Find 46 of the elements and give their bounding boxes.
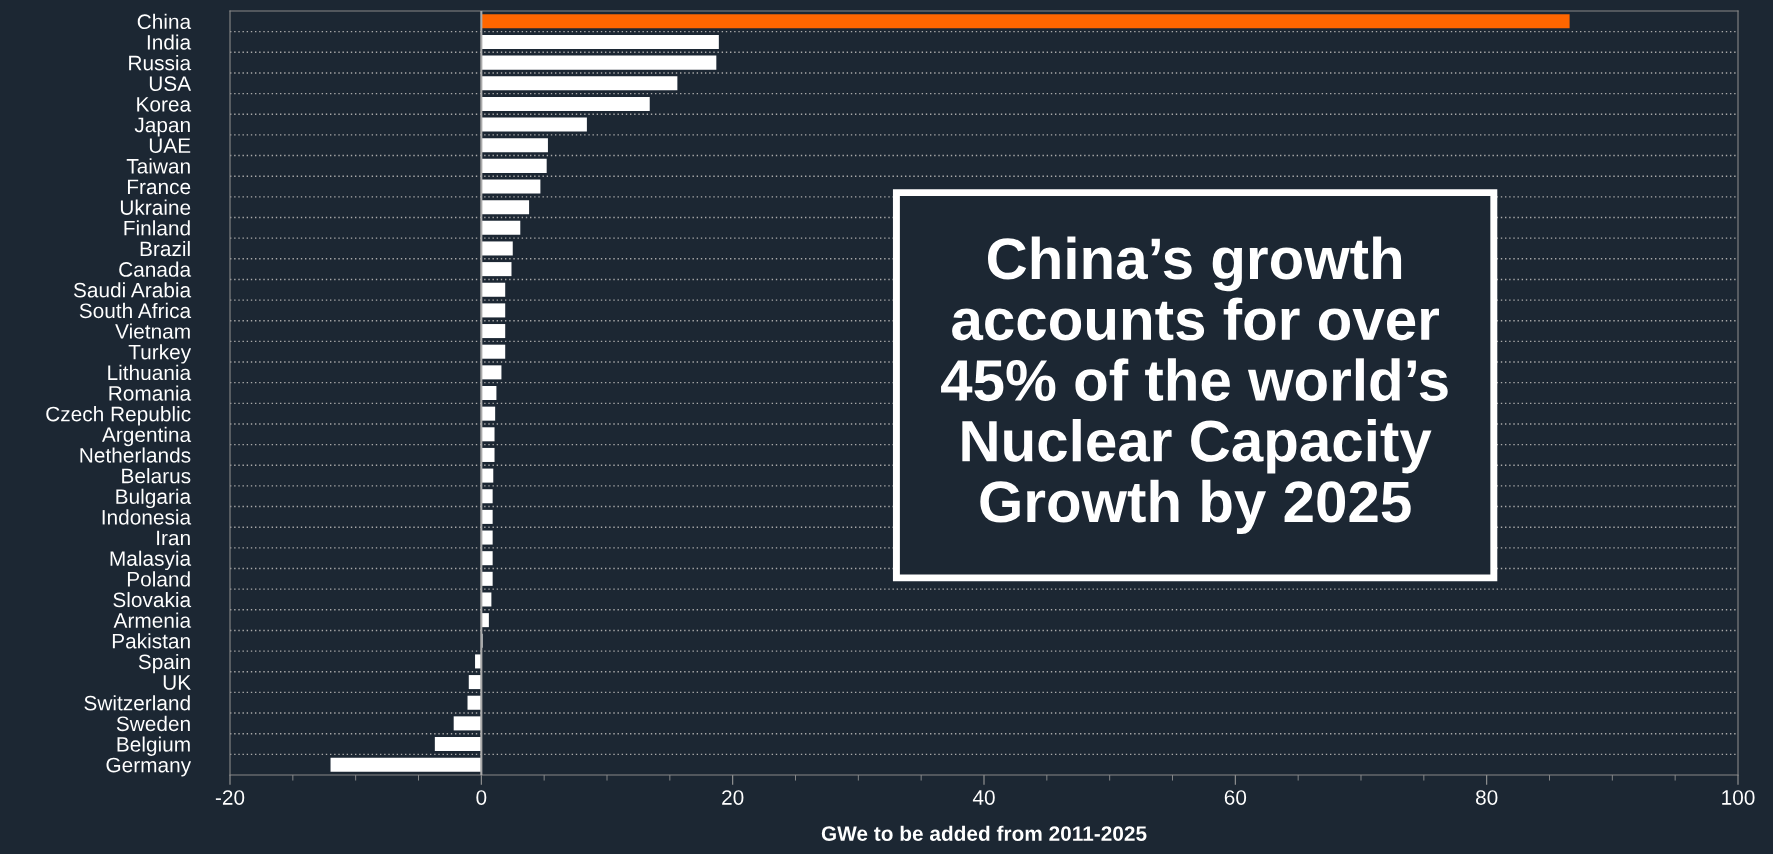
y-tick-label: Netherlands <box>80 447 191 463</box>
y-tick-label: Spain <box>138 653 190 674</box>
y-tick-label: Romania <box>109 385 192 401</box>
y-tick-label: Finland <box>124 220 190 236</box>
x-tick-label: -20 <box>215 790 245 805</box>
x-tick-label: 60 <box>1224 790 1247 805</box>
y-tick-label: Canada <box>119 261 192 277</box>
y-tick-label: Taiwan <box>126 158 190 174</box>
x-tick-label: 100 <box>1722 790 1755 805</box>
y-tick-label: Russia <box>129 55 192 71</box>
annotation: China’s growth accounts for over 45% of the world’s Nuclear Capacity Growth by 2025 <box>941 236 1448 535</box>
y-tick-label: Malasyia <box>110 550 192 571</box>
y-tick-label: Belarus <box>122 468 191 484</box>
y-tick-label: UK <box>163 675 191 690</box>
y-tick-label: Slovakia <box>113 591 192 608</box>
y-tick-label: Argentina <box>101 426 192 447</box>
y-tick-label: Poland <box>127 571 190 587</box>
x-tick-label: 80 <box>1475 790 1498 805</box>
y-tick-label: Pakistan <box>112 633 190 649</box>
y-tick-label: China <box>137 13 192 30</box>
y-tick-label: UAE <box>149 138 191 153</box>
x-axis-title: GWe to be added from 2011-2025 <box>821 825 1147 841</box>
y-tick-label: France <box>127 179 191 195</box>
y-tick-label: Indonesia <box>102 509 192 525</box>
y-tick-label: USA <box>149 76 192 92</box>
y-tick-label: Korea <box>137 97 192 112</box>
x-tick-label: 20 <box>722 790 744 805</box>
y-tick-label: Switzerland <box>84 695 190 711</box>
x-tick-label: 0 <box>476 790 487 805</box>
y-tick-label: Germany <box>106 757 192 777</box>
y-tick-label: Lithuania <box>108 364 192 381</box>
y-tick-label: Japan <box>134 117 190 137</box>
x-tick-label: 40 <box>972 790 995 805</box>
y-tick-label: Czech Republic <box>46 406 191 426</box>
y-tick-label: Saudi Arabia <box>73 282 192 298</box>
y-tick-label: Vietnam <box>115 323 190 339</box>
y-tick-label: Bulgaria <box>116 488 192 509</box>
y-tick-label: South Africa <box>79 302 192 319</box>
y-tick-label: Sweden <box>116 715 190 732</box>
y-tick-label: Iran <box>157 530 190 546</box>
y-tick-label: Armenia <box>113 612 192 628</box>
y-tick-label: Turkey <box>128 344 192 364</box>
y-tick-label: Ukraine <box>120 199 191 215</box>
y-tick-label: Belgium <box>117 736 190 756</box>
y-tick-label: Brazil <box>140 240 190 257</box>
y-tick-label: India <box>147 34 192 50</box>
